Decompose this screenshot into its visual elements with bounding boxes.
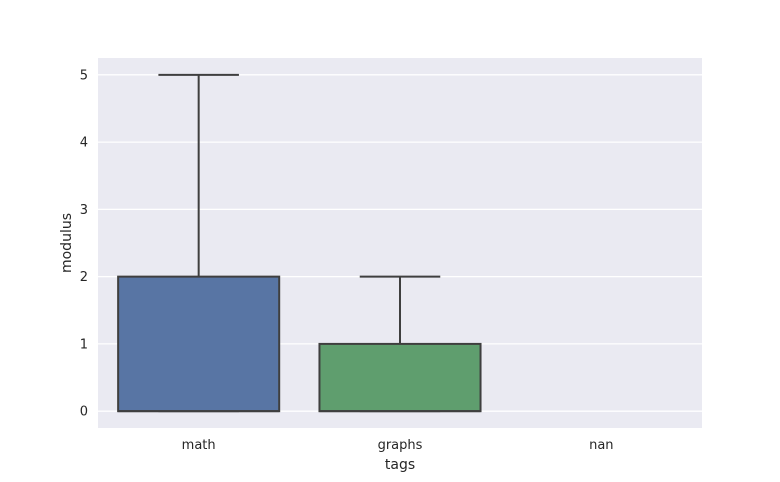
x-tick-labels: math graphs nan xyxy=(182,438,614,453)
x-tick-label: graphs xyxy=(378,438,423,453)
y-tick-label: 2 xyxy=(80,270,88,285)
y-tick-labels: 0 1 2 3 4 5 xyxy=(80,68,88,419)
box-math xyxy=(117,275,281,413)
y-tick-label: 5 xyxy=(80,68,88,83)
boxes xyxy=(117,73,482,413)
y-tick-label: 3 xyxy=(80,203,88,218)
x-tick-label: nan xyxy=(589,438,613,453)
y-tick-label: 1 xyxy=(80,337,88,352)
y-axis-label: modulus xyxy=(59,213,75,273)
y-tick-label: 4 xyxy=(80,136,88,151)
x-axis-label: tags xyxy=(385,457,415,473)
box-graphs xyxy=(318,342,482,413)
y-tick-label: 0 xyxy=(80,405,88,420)
x-tick-label: math xyxy=(182,438,216,453)
